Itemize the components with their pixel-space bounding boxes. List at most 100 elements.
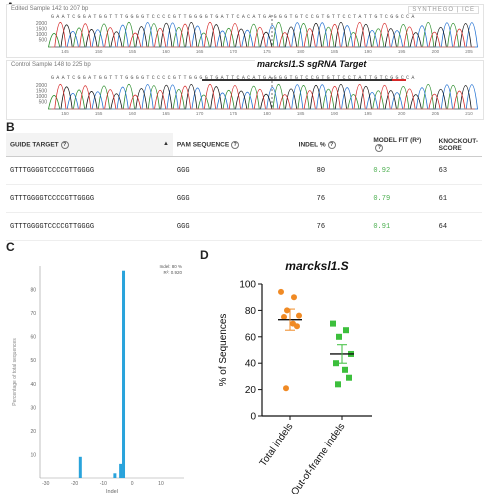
x-tick-label: -20: [71, 481, 78, 487]
pam-cell: GGG: [172, 184, 295, 213]
annotation-indel: Indel: 80 %: [159, 264, 182, 269]
trace-x-tick: 160: [162, 49, 170, 54]
y-axis-label: % of Sequences: [218, 314, 229, 387]
pam-cell: GGG: [172, 156, 295, 185]
trace-x-tick: 190: [331, 111, 339, 116]
data-point: [343, 327, 349, 334]
trace-y-tick: 1000: [36, 32, 47, 38]
trace-y-tick: 1000: [36, 94, 47, 100]
help-icon[interactable]: ?: [375, 144, 384, 152]
y-tick-label: 40: [245, 359, 257, 370]
trace-x-tick: 165: [196, 49, 204, 54]
indel-bar: [78, 456, 82, 478]
y-tick-label: 60: [30, 335, 36, 341]
trace-x-tick: 180: [263, 111, 271, 116]
trace-curve: [51, 84, 475, 110]
y-axis-label: Percentage of total sequences: [12, 338, 18, 406]
trace-x-tick: 195: [364, 111, 372, 116]
x-category-label: Total indels: [258, 421, 296, 468]
y-tick-label: 50: [30, 358, 36, 364]
trace-y-tick: 500: [39, 38, 48, 44]
trace-y-tick: 500: [39, 100, 48, 106]
x-tick-label: -10: [100, 481, 107, 487]
ko-cell: 64: [434, 212, 482, 241]
target-underline: [202, 79, 392, 81]
table-row: GTTTGGGGTCCCCGTTGGGG GGG 76 0.79 61: [6, 184, 482, 213]
x-axis-label: Indel: [106, 489, 118, 495]
trace-y-tick: 2000: [36, 83, 47, 89]
sgrna-target-label: marcksl1.S sgRNA Target: [255, 59, 369, 69]
panel-letter-b: B: [6, 120, 15, 134]
data-point: [342, 366, 348, 373]
panel-letter-d: D: [200, 248, 209, 262]
y-tick-label: 20: [245, 385, 257, 396]
help-icon[interactable]: ?: [327, 140, 336, 149]
ko-cell: 63: [434, 156, 482, 185]
trace-x-tick: 155: [95, 111, 103, 116]
trace-x-tick: 185: [297, 111, 305, 116]
table-row: GTTTGGGGTCCCCGTTGGGG GGG 80 0.92 63: [6, 156, 482, 185]
model-fit-header: MODEL FIT (R²)?: [369, 133, 435, 157]
sequences-scatter-chart: marcksl1.S 0 20 40 60 80 100 % of Sequences Tota…: [218, 259, 372, 494]
data-point: [278, 288, 284, 295]
indel-header: INDEL %?: [294, 133, 370, 157]
trace-x-tick: 200: [398, 111, 406, 116]
y-tick-label: 80: [245, 306, 257, 317]
trace-y-tick: 1500: [36, 89, 47, 95]
y-tick-label: 0: [250, 412, 256, 423]
trace-x-tick: 200: [432, 49, 440, 54]
data-point: [283, 385, 289, 392]
help-icon[interactable]: ?: [60, 140, 69, 149]
trace-x-tick: 160: [129, 111, 137, 116]
trace-y-tick: 1500: [36, 27, 47, 33]
guide-results-table: GUIDE TARGET? ▲ PAM SEQUENCE? INDEL %? MO…: [6, 133, 482, 241]
trace-x-tick: 205: [432, 111, 440, 116]
trace-x-tick: 155: [129, 49, 137, 54]
knockout-header: KNOCKOUT-SCORE: [434, 133, 482, 157]
data-point: [346, 374, 352, 381]
trace-x-tick: 150: [61, 111, 69, 116]
trace-x-tick: 190: [364, 49, 372, 54]
edited-trace-title: Edited Sample 142 to 207 bp: [11, 6, 89, 12]
indel-distribution-chart: 10 20 30 40 50 60 70 80 -30 -20 -10 0 10 Indel Percent…: [12, 264, 184, 495]
data-point: [294, 323, 300, 330]
trace-x-tick: 175: [230, 111, 238, 116]
guide-target-header-label: GUIDE TARGET: [10, 141, 59, 149]
edited-sequence: GAATCGGATGGTTTGGGGTCCCCGTTGGGGTGATTCACAT…: [51, 14, 417, 20]
trace-x-tick: 210: [465, 111, 473, 116]
synthego-logo: SYNTHEGO | ICE: [408, 6, 479, 14]
indel-cell: 80: [294, 156, 370, 185]
data-point: [281, 314, 287, 320]
y-tick-label: 80: [30, 288, 36, 294]
x-category-label: Out-of-frame indels: [289, 421, 347, 494]
trace-curve: [48, 22, 475, 48]
indel-header-label: INDEL %: [298, 141, 326, 149]
annotation-r2: R²: 0.920: [163, 270, 182, 275]
x-tick-label: 0: [131, 481, 134, 487]
trace-curve: [48, 84, 475, 110]
data-point: [284, 307, 290, 314]
knockout-header-label: KNOCKOUT-SCORE: [438, 137, 478, 152]
indel-bar: [122, 270, 126, 478]
data-point: [291, 294, 297, 301]
guide-target-header[interactable]: GUIDE TARGET? ▲: [6, 133, 173, 157]
fit-cell: 0.91: [369, 212, 435, 241]
pam-header: PAM SEQUENCE?: [172, 133, 295, 157]
control-sequence: GAATCGGATGGTTTGGGGTCCCCGTTGGGGTGATTCACAT…: [51, 75, 417, 81]
trace-x-tick: 195: [398, 49, 406, 54]
trace-x-tick: 185: [331, 49, 339, 54]
trace-x-tick: 170: [196, 111, 204, 116]
fit-cell: 0.92: [369, 156, 435, 185]
sort-up-icon[interactable]: ▲: [162, 140, 169, 147]
data-point: [296, 312, 302, 319]
fit-cell: 0.79: [369, 184, 435, 213]
help-icon[interactable]: ?: [231, 140, 240, 149]
trace-x-tick: 170: [230, 49, 238, 54]
indel-cell: 76: [294, 184, 370, 213]
table-header-row: GUIDE TARGET? ▲ PAM SEQUENCE? INDEL %? MO…: [6, 133, 482, 157]
indel-bar: [119, 463, 123, 478]
x-tick-label: -30: [42, 481, 49, 487]
trace-x-tick: 150: [95, 49, 103, 54]
guide-cell: GTTTGGGGTCCCCGTTGGGG: [6, 184, 173, 213]
